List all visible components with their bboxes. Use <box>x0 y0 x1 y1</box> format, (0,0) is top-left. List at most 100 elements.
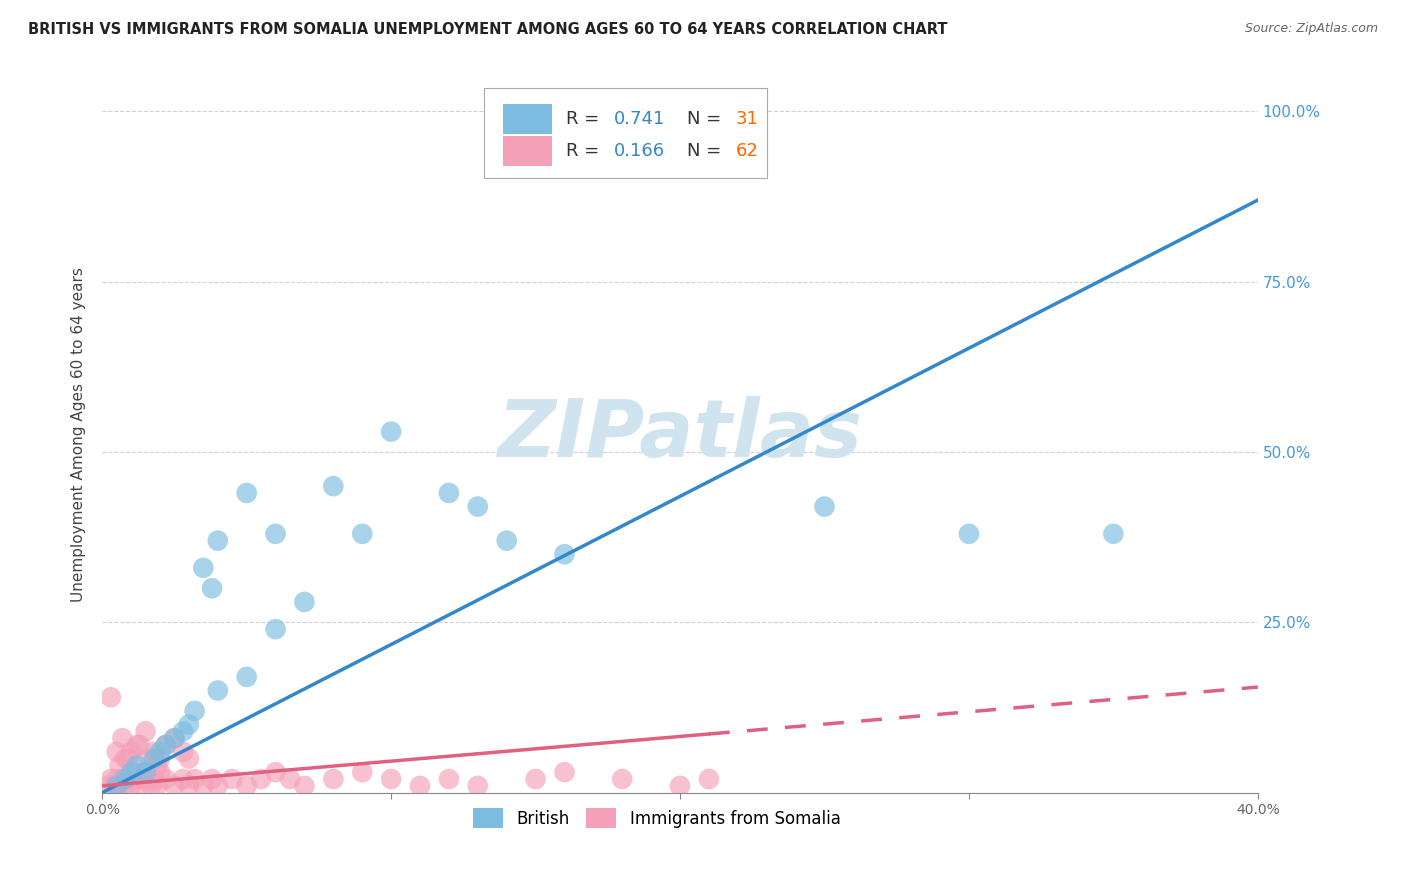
Text: 62: 62 <box>735 142 758 160</box>
Point <box>131 772 153 786</box>
Point <box>322 479 344 493</box>
Point <box>114 751 136 765</box>
Point <box>1102 526 1125 541</box>
Point <box>143 772 166 786</box>
Point <box>193 779 215 793</box>
Text: R =: R = <box>565 142 605 160</box>
Point <box>201 772 224 786</box>
Point <box>114 772 136 786</box>
Point <box>437 772 460 786</box>
Point <box>172 745 194 759</box>
Point <box>813 500 835 514</box>
Point <box>553 765 575 780</box>
Point <box>264 765 287 780</box>
Point <box>135 724 157 739</box>
Text: R =: R = <box>565 110 605 128</box>
Point <box>97 779 120 793</box>
Point <box>235 779 257 793</box>
Point <box>149 745 172 759</box>
Point <box>697 772 720 786</box>
Text: N =: N = <box>688 142 727 160</box>
Point <box>294 779 316 793</box>
Point <box>380 425 402 439</box>
FancyBboxPatch shape <box>503 103 551 134</box>
Point <box>155 738 177 752</box>
Point <box>114 779 136 793</box>
Point <box>105 779 128 793</box>
Point <box>146 758 169 772</box>
Point <box>495 533 517 548</box>
Point <box>207 779 229 793</box>
Text: N =: N = <box>688 110 727 128</box>
Point <box>264 622 287 636</box>
Point <box>201 582 224 596</box>
Point <box>524 772 547 786</box>
Text: BRITISH VS IMMIGRANTS FROM SOMALIA UNEMPLOYMENT AMONG AGES 60 TO 64 YEARS CORREL: BRITISH VS IMMIGRANTS FROM SOMALIA UNEMP… <box>28 22 948 37</box>
Point <box>143 745 166 759</box>
Point <box>149 765 172 780</box>
Point <box>141 779 163 793</box>
Point <box>138 772 160 786</box>
Point <box>163 731 186 746</box>
Point <box>155 772 177 786</box>
Point <box>553 547 575 561</box>
Point <box>120 745 142 759</box>
Point <box>163 779 186 793</box>
FancyBboxPatch shape <box>484 88 766 178</box>
Point <box>143 751 166 765</box>
Point <box>380 772 402 786</box>
Point <box>125 758 148 772</box>
Point <box>105 745 128 759</box>
Point <box>467 500 489 514</box>
Point <box>207 533 229 548</box>
Point <box>177 751 200 765</box>
Point <box>957 526 980 541</box>
Point <box>278 772 301 786</box>
Point <box>103 779 125 793</box>
Point <box>352 765 374 780</box>
Point <box>117 751 139 765</box>
Point <box>409 779 432 793</box>
Text: 31: 31 <box>735 110 758 128</box>
Point <box>135 765 157 780</box>
Point <box>117 772 139 786</box>
Point <box>111 731 134 746</box>
Point <box>207 683 229 698</box>
Point <box>250 772 273 786</box>
Legend: British, Immigrants from Somalia: British, Immigrants from Somalia <box>467 802 848 834</box>
Point <box>105 772 128 786</box>
Point <box>149 751 172 765</box>
Point <box>146 779 169 793</box>
Point <box>352 526 374 541</box>
Point <box>183 772 205 786</box>
Point <box>138 751 160 765</box>
Text: 0.741: 0.741 <box>614 110 665 128</box>
Point <box>467 779 489 793</box>
Point <box>120 765 142 780</box>
Point <box>437 486 460 500</box>
FancyBboxPatch shape <box>503 136 551 166</box>
Point <box>100 690 122 705</box>
Point <box>128 779 150 793</box>
Point <box>177 779 200 793</box>
Point <box>125 772 148 786</box>
Point <box>100 772 122 786</box>
Point <box>163 731 186 746</box>
Point <box>193 561 215 575</box>
Point <box>128 738 150 752</box>
Point <box>322 772 344 786</box>
Point <box>120 779 142 793</box>
Point <box>221 772 243 786</box>
Point <box>235 670 257 684</box>
Point <box>172 772 194 786</box>
Point <box>155 738 177 752</box>
Text: Source: ZipAtlas.com: Source: ZipAtlas.com <box>1244 22 1378 36</box>
Text: ZIPatlas: ZIPatlas <box>498 396 862 474</box>
Text: 0.166: 0.166 <box>614 142 665 160</box>
Point <box>177 717 200 731</box>
Point <box>612 772 634 786</box>
Point <box>122 765 145 780</box>
Point <box>125 738 148 752</box>
Point <box>183 704 205 718</box>
Y-axis label: Unemployment Among Ages 60 to 64 years: Unemployment Among Ages 60 to 64 years <box>72 268 86 602</box>
